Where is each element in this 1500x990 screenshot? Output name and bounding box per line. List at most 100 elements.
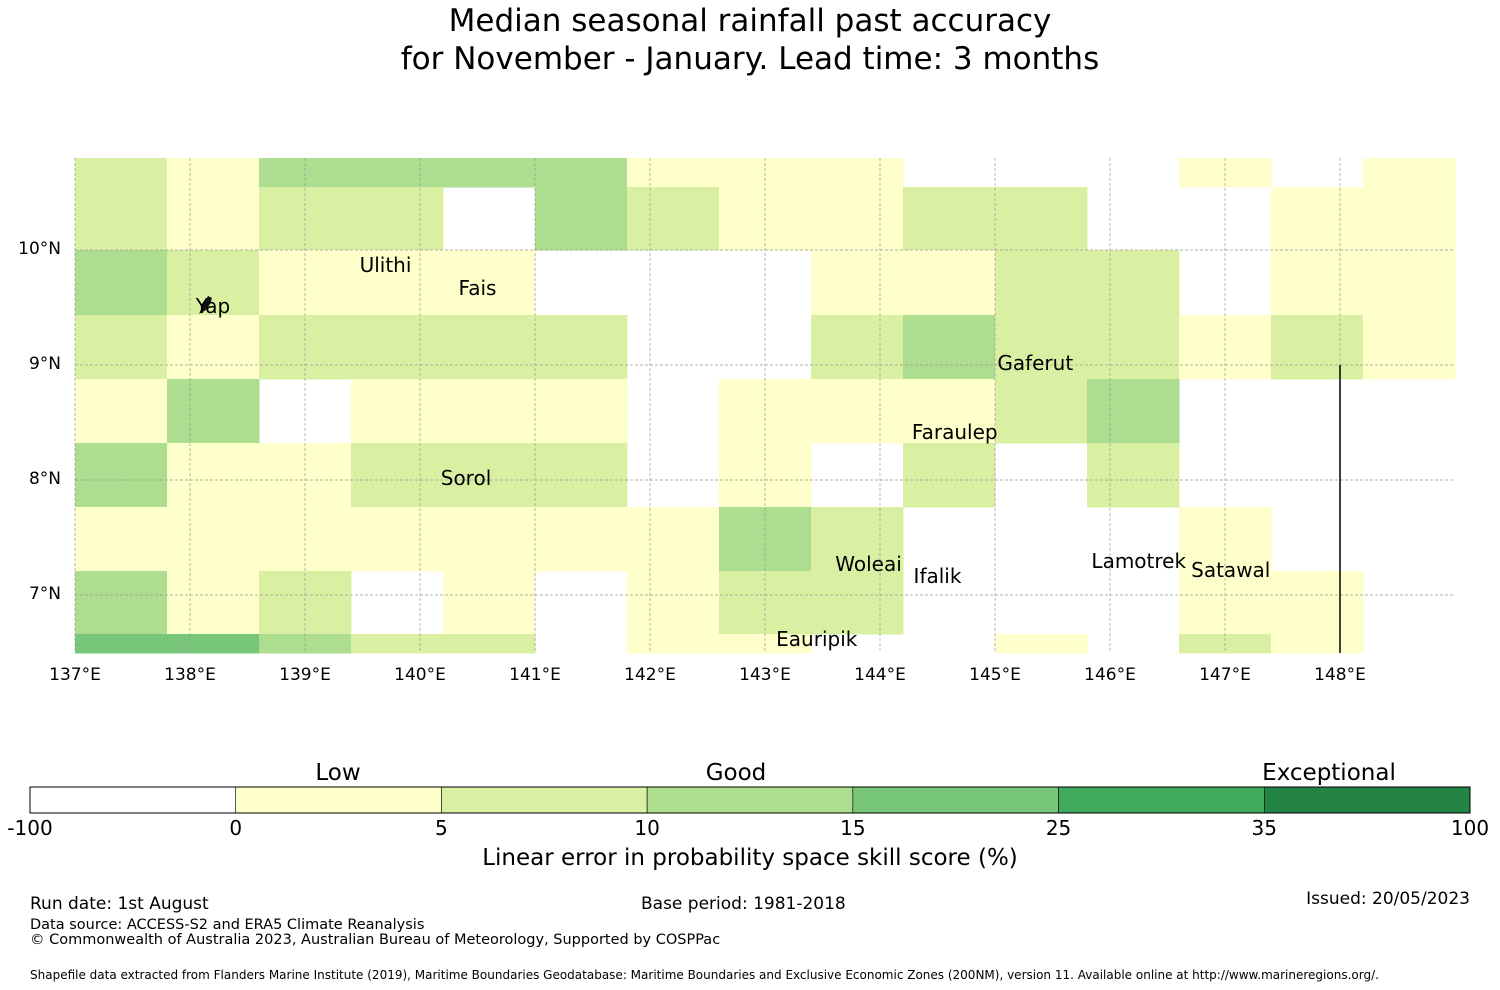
- grid-cell: [627, 507, 720, 572]
- grid-cell: [1087, 443, 1180, 508]
- place-label: Faraulep: [911, 420, 998, 444]
- grid-cell: [627, 158, 720, 188]
- lon-tick-label: 140°E: [394, 665, 446, 685]
- grid-cell: [903, 250, 996, 316]
- grid-cell: [75, 379, 168, 444]
- place-label: Sorol: [440, 466, 492, 490]
- grid-cell: [995, 250, 1088, 316]
- grid-cell: [351, 379, 444, 444]
- grid-cell: [1271, 250, 1364, 316]
- legend-category-label: Exceptional: [1262, 760, 1396, 786]
- legend-swatch: [852, 786, 1059, 814]
- grid-cell: [443, 507, 536, 572]
- grid-cell: [443, 158, 536, 188]
- base-period: Base period: 1981-2018: [641, 894, 846, 914]
- grid-cell: [75, 571, 168, 635]
- grid-cell: [995, 634, 1088, 654]
- grid-cell: [903, 443, 996, 508]
- grid-cell: [1363, 158, 1456, 188]
- grid-cell: [75, 634, 168, 654]
- grid-cell: [811, 507, 904, 572]
- grid-cell: [535, 443, 628, 508]
- lat-tick-label: 9°N: [28, 354, 61, 374]
- title-line-2: for November - January. Lead time: 3 mon…: [400, 41, 1100, 77]
- lon-tick-label: 138°E: [164, 665, 216, 685]
- grid-cell: [351, 250, 444, 316]
- grid-cell: [535, 187, 628, 251]
- grid-cell: [443, 379, 536, 444]
- grid-cell: [351, 315, 444, 380]
- grid-cell: [167, 634, 260, 654]
- grid-cell: [811, 187, 904, 251]
- legend-tick-label: 25: [1045, 816, 1072, 840]
- grid-cell: [351, 634, 444, 654]
- grid-cell: [351, 158, 444, 188]
- grid-cell: [167, 187, 260, 251]
- grid-cell: [167, 379, 260, 444]
- grid-cell: [903, 187, 996, 251]
- place-label: Fais: [458, 276, 497, 301]
- chart-title: Median seasonal rainfall past accuracy f…: [0, 2, 1500, 78]
- legend-tick-label: 5: [435, 816, 448, 840]
- grid-cell: [443, 315, 536, 380]
- lat-tick-label: 10°N: [18, 239, 61, 259]
- grid-cell: [351, 507, 444, 572]
- grid-cell: [535, 507, 628, 572]
- grid-cell: [811, 315, 904, 380]
- lon-tick-label: 143°E: [739, 665, 791, 685]
- shapefile-credit: Shapefile data extracted from Flanders M…: [30, 968, 1379, 982]
- legend-tick-label: 0: [229, 816, 243, 840]
- lon-tick-label: 139°E: [279, 665, 331, 685]
- lon-tick-label: 148°E: [1314, 665, 1366, 685]
- place-label: Lamotrek: [1091, 548, 1187, 573]
- grid-cell: [75, 443, 168, 508]
- place-label: Yap: [195, 293, 231, 318]
- legend-swatch: [1263, 786, 1471, 814]
- place-label: Woleai: [835, 552, 902, 577]
- legend-swatch: [29, 786, 237, 814]
- grid-cell: [903, 379, 996, 444]
- lon-tick-label: 145°E: [969, 665, 1021, 685]
- lat-tick-label: 7°N: [28, 584, 61, 604]
- place-label: Ulithi: [359, 253, 412, 278]
- legend-axis-label: Linear error in probability space skill …: [482, 845, 1018, 871]
- run-date: Run date: 1st August: [30, 894, 209, 914]
- grid-cell: [443, 250, 536, 316]
- lon-tick-label: 141°E: [509, 665, 561, 685]
- grid-cell: [535, 379, 628, 444]
- grid-cell: [1363, 187, 1456, 251]
- legend-swatch: [646, 786, 854, 814]
- grid-cell: [811, 250, 904, 316]
- grid-cell: [167, 158, 260, 188]
- grid-cell: [1087, 315, 1180, 380]
- grid-cell: [75, 315, 168, 380]
- legend-swatch: [235, 786, 442, 814]
- grid-cell: [443, 443, 536, 508]
- grid-cell: [75, 250, 168, 316]
- grid-cell: [1179, 158, 1272, 188]
- title-line-1: Median seasonal rainfall past accuracy: [448, 3, 1052, 39]
- grid-cell: [75, 507, 168, 572]
- issued-date: Issued: 20/05/2023: [1306, 889, 1470, 909]
- grid-cell: [535, 158, 628, 188]
- grid-cell: [1271, 187, 1364, 251]
- grid-cell: [811, 379, 904, 444]
- place-label: Satawal: [1191, 558, 1271, 582]
- legend-tick-label: 35: [1251, 816, 1278, 840]
- legend-tick-label: 100: [1450, 816, 1490, 840]
- grid-cell: [1087, 379, 1180, 444]
- grid-cell: [719, 158, 812, 188]
- place-label: Gaferut: [997, 351, 1074, 375]
- grid-cell: [1363, 250, 1456, 316]
- grid-cell: [1271, 315, 1364, 380]
- data-source: Data source: ACCESS-S2 and ERA5 Climate …: [30, 917, 425, 933]
- legend-category-label: Low: [315, 760, 361, 786]
- grid-cell: [351, 187, 444, 251]
- legend-tick-label: -100: [7, 816, 53, 840]
- lon-tick-label: 147°E: [1199, 665, 1251, 685]
- grid-cell: [903, 315, 996, 380]
- grid-cell: [443, 571, 536, 635]
- legend-swatch: [441, 786, 648, 814]
- grid-cell: [351, 443, 444, 508]
- lat-tick-label: 8°N: [28, 469, 61, 489]
